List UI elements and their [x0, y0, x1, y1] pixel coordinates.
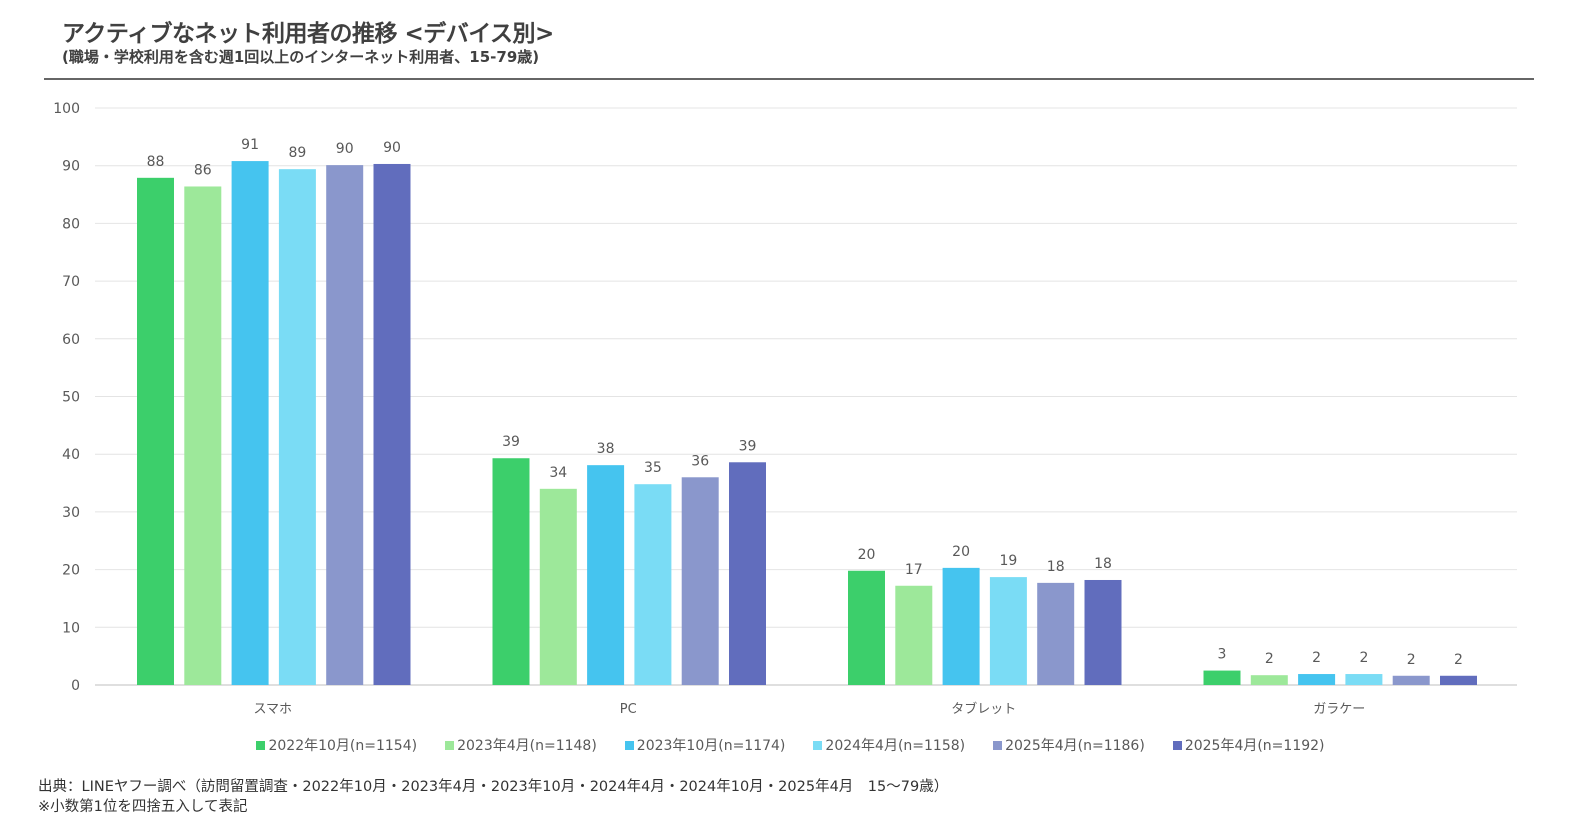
x-tick-label: スマホ [253, 702, 292, 717]
data-label: 34 [549, 465, 567, 481]
legend-item: 2022年10月(n=1154) [256, 735, 417, 755]
data-label: 2 [1312, 650, 1321, 666]
bar [1084, 579, 1122, 685]
legend-item: 2025年4月(n=1186) [993, 735, 1145, 755]
data-label: 90 [383, 140, 401, 156]
bar [137, 177, 174, 685]
y-tick-label: 50 [62, 390, 80, 406]
legend-label: 2022年10月(n=1154) [268, 738, 418, 754]
legend-label: 2025年4月(n=1192) [1184, 738, 1325, 754]
data-label: 38 [597, 441, 615, 457]
legend-swatch [256, 741, 266, 750]
data-label: 35 [644, 460, 662, 476]
legend: 2022年10月(n=1154) 2023年4月(n=1148) 2023年10月(… [0, 735, 1581, 755]
y-tick-label: 0 [71, 678, 80, 694]
data-label: 39 [502, 434, 520, 450]
chart-subtitle: (職場・学校利用を含む週1回以上のインターネット利用者、15-79歳) [62, 48, 540, 66]
bar [1298, 674, 1336, 685]
source-notes: 出典：LINEヤフー調べ（訪問留置調査・2022年10月・2023年4月・202… [38, 777, 948, 817]
x-tick-label: タブレット [951, 701, 1016, 717]
data-label: 2 [1265, 651, 1274, 667]
y-tick-label: 90 [62, 159, 80, 175]
bar [634, 484, 672, 685]
legend-item: 2023年4月(n=1148) [445, 735, 597, 755]
data-label: 20 [952, 544, 970, 560]
bar [848, 570, 885, 685]
y-tick-label: 30 [62, 505, 80, 521]
data-label: 18 [1094, 556, 1112, 572]
x-tick-label: PC [620, 702, 637, 717]
data-label: 19 [999, 553, 1017, 569]
bar [989, 577, 1027, 685]
data-label: 3 [1218, 647, 1227, 663]
legend-swatch [445, 741, 455, 750]
bar [1037, 582, 1075, 685]
data-label: 2 [1454, 652, 1463, 668]
legend-item: 2023年10月(n=1174) [624, 735, 786, 755]
y-tick-label: 70 [62, 274, 80, 290]
data-label: 2 [1407, 652, 1416, 668]
bar [942, 567, 980, 685]
bar [184, 186, 222, 686]
data-label: 36 [691, 453, 709, 469]
bar [539, 488, 577, 685]
legend-label: 2023年4月(n=1148) [457, 738, 597, 754]
bar [373, 163, 411, 685]
rounding-note: ※小数第1位を四捨五入して表記 [38, 799, 248, 815]
legend-swatch [813, 741, 823, 750]
data-label: 20 [858, 547, 876, 563]
legend-label: 2024年4月(n=1158) [825, 738, 966, 754]
y-tick-label: 10 [62, 620, 80, 636]
y-tick-label: 100 [53, 101, 80, 117]
bar [895, 585, 933, 685]
data-label: 39 [739, 438, 757, 454]
source-text: 出典：LINEヤフー調べ（訪問留置調査・2022年10月・2023年4月・202… [38, 779, 949, 795]
data-label: 89 [288, 145, 306, 161]
bar [729, 462, 766, 685]
data-label: 18 [1047, 559, 1065, 575]
data-label: 91 [241, 137, 259, 153]
bar [1345, 674, 1383, 685]
data-label: 90 [336, 141, 354, 157]
bar [231, 161, 269, 686]
y-tick-label: 60 [62, 332, 80, 348]
y-tick-label: 80 [62, 216, 80, 232]
legend-swatch [993, 741, 1003, 750]
bar [492, 458, 530, 685]
x-tick-label: ガラケー [1313, 702, 1365, 717]
title-divider [44, 78, 1534, 80]
chart-title: アクティブなネット利用者の推移 <デバイス別> [62, 21, 554, 47]
legend-label: 2023年10月(n=1174) [636, 738, 786, 754]
legend-swatch [624, 741, 634, 750]
y-tick-label: 20 [62, 563, 80, 579]
bar [1250, 675, 1288, 685]
data-label: 2 [1359, 650, 1368, 666]
bar-chart: 0 10 20 30 40 50 60 70 80 90 100 スマホ 88 86 91 89 90 90 PC 3… [53, 101, 1517, 717]
data-label: 17 [905, 562, 923, 578]
y-tick-label: 40 [62, 447, 80, 463]
legend-label: 2025年4月(n=1186) [1005, 738, 1145, 754]
legend-item: 2025年4月(n=1192) [1172, 735, 1325, 755]
bar [1440, 675, 1477, 685]
bar [326, 165, 364, 686]
data-label: 88 [147, 154, 165, 170]
legend-swatch [1172, 741, 1182, 750]
bar [681, 477, 719, 685]
bar [1203, 670, 1241, 685]
data-label: 86 [194, 162, 212, 178]
bar [587, 465, 625, 685]
legend-item: 2024年4月(n=1158) [813, 735, 965, 755]
bar [278, 169, 316, 686]
bar [1392, 675, 1430, 685]
